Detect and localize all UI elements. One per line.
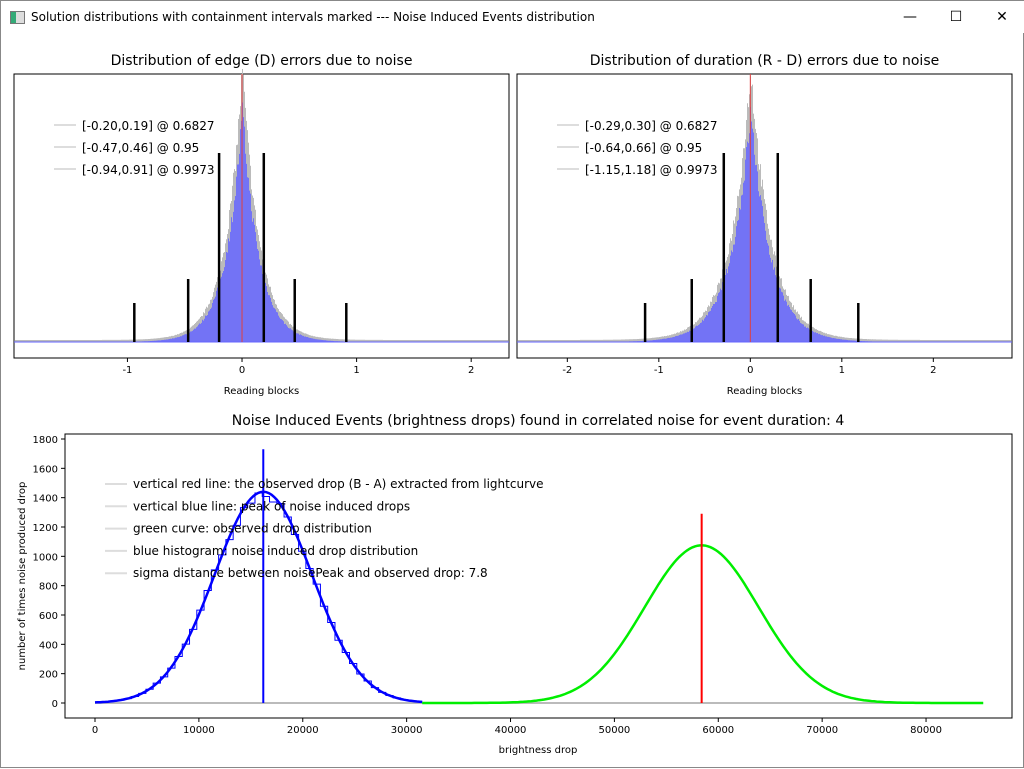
y-tick-label: 1800 — [33, 435, 58, 446]
observed-drop-curve — [422, 544, 984, 705]
y-tick-label: 1400 — [33, 494, 58, 505]
chart-title: Noise Induced Events (brightness drops) … — [232, 413, 845, 429]
x-tick-label: 0 — [747, 365, 753, 376]
x-tick-label: 10000 — [183, 725, 215, 736]
x-axis-label: Reading blocks — [727, 386, 803, 397]
title-bar: Solution distributions with containment … — [1, 1, 1024, 33]
x-tick-label: 50000 — [598, 725, 630, 736]
minimize-button[interactable]: — — [903, 9, 917, 25]
y-tick-label: 1600 — [33, 464, 58, 475]
y-tick-label: 0 — [52, 699, 58, 710]
y-tick-label: 600 — [39, 611, 58, 622]
plot-area — [64, 433, 1013, 719]
x-tick-label: 70000 — [806, 725, 838, 736]
legend-entry: vertical blue line: peak of noise induce… — [133, 499, 410, 513]
legend-entry: [-0.20,0.19] @ 0.6827 — [82, 119, 215, 133]
x-tick-label: 80000 — [910, 725, 942, 736]
y-tick-label: 200 — [39, 670, 58, 681]
legend-entry: [-0.29,0.30] @ 0.6827 — [585, 119, 718, 133]
legend-entry: [-1.15,1.18] @ 0.9973 — [585, 163, 718, 177]
chart-title: Distribution of edge (D) errors due to n… — [111, 53, 413, 69]
x-tick-label: 0 — [92, 725, 98, 736]
x-axis-label: Reading blocks — [224, 386, 300, 397]
app-icon — [10, 11, 25, 24]
legend-entry: green curve: observed drop distribution — [133, 522, 372, 536]
noise-fit-curve — [94, 490, 423, 704]
x-tick-label: 60000 — [702, 725, 734, 736]
y-tick-label: 400 — [39, 640, 58, 651]
x-tick-label: 2 — [930, 365, 936, 376]
x-tick-label: 30000 — [391, 725, 423, 736]
x-tick-label: 0 — [239, 365, 245, 376]
maximize-button[interactable]: ☐ — [949, 9, 963, 25]
chart-title: Distribution of duration (R - D) errors … — [590, 53, 939, 69]
y-axis-label: number of times noise produced drop — [17, 482, 28, 671]
x-tick-label: -1 — [122, 365, 132, 376]
y-tick-label: 1000 — [33, 552, 58, 563]
y-tick-label: 800 — [39, 582, 58, 593]
x-tick-label: -1 — [654, 365, 664, 376]
legend-entry: [-0.64,0.66] @ 0.95 — [585, 141, 702, 155]
legend-entry: blue histogram: noise induced drop distr… — [133, 544, 418, 558]
x-tick-label: 1 — [353, 365, 359, 376]
legend-entry: sigma distance between noisePeak and obs… — [133, 566, 488, 580]
y-tick-label: 1200 — [33, 523, 58, 534]
close-button[interactable]: ✕ — [996, 9, 1008, 25]
x-axis-label: brightness drop — [499, 745, 578, 756]
window-title: Solution distributions with containment … — [31, 10, 595, 24]
x-tick-label: 2 — [468, 365, 474, 376]
x-tick-label: -2 — [562, 365, 572, 376]
legend-entry: [-0.94,0.91] @ 0.9973 — [82, 163, 215, 177]
x-tick-label: 40000 — [495, 725, 527, 736]
x-tick-label: 1 — [839, 365, 845, 376]
x-tick-label: 20000 — [287, 725, 319, 736]
legend-entry: vertical red line: the observed drop (B … — [133, 477, 543, 491]
legend-entry: [-0.47,0.46] @ 0.95 — [82, 141, 199, 155]
